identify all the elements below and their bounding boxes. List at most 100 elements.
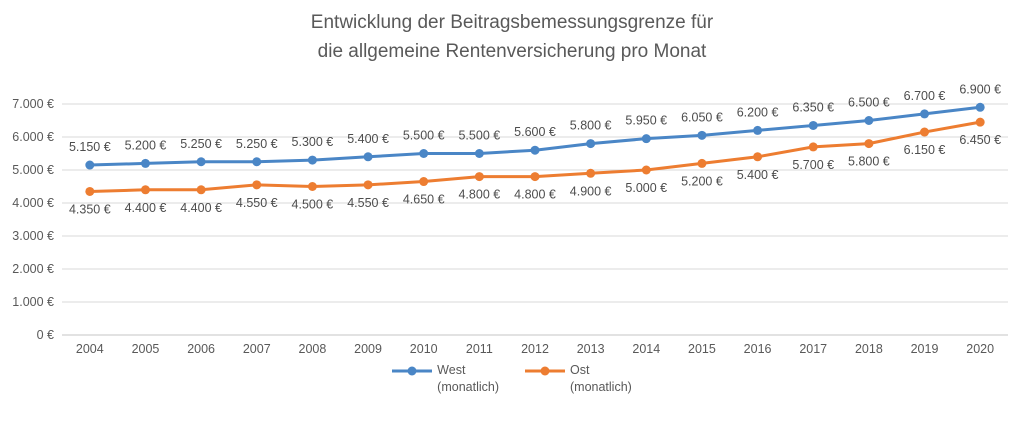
data-point [697, 158, 707, 168]
y-tick-label: 2.000 € [12, 262, 54, 276]
data-label: 4.500 € [292, 198, 334, 212]
x-tick-label: 2020 [966, 342, 994, 356]
data-point [864, 139, 874, 149]
data-label: 4.800 € [458, 188, 500, 202]
x-tick-label: 2007 [243, 342, 271, 356]
data-point [864, 116, 874, 125]
y-tick-label: 3.000 € [12, 229, 54, 243]
data-label: 4.900 € [570, 184, 612, 198]
data-point [474, 149, 484, 158]
data-point [85, 160, 95, 170]
data-point [307, 155, 317, 165]
x-tick-label: 2009 [354, 342, 382, 356]
data-point [753, 125, 763, 135]
data-point [641, 165, 651, 175]
x-tick-label: 2006 [187, 342, 215, 356]
data-label: 5.250 € [180, 137, 222, 151]
legend-text-west: West (monatlich) [437, 362, 499, 396]
data-label: 6.500 € [848, 96, 890, 110]
legend-label-west: West [437, 363, 466, 377]
data-point [753, 152, 763, 162]
legend-entry-west: West (monatlich) [392, 362, 499, 396]
data-point [975, 117, 985, 127]
x-tick-label: 2011 [466, 342, 493, 356]
data-point [808, 142, 818, 152]
data-label: 6.150 € [904, 143, 946, 157]
data-label: 4.400 € [125, 201, 167, 215]
data-label: 4.550 € [347, 196, 389, 210]
x-tick-label: 2019 [911, 342, 939, 356]
y-tick-label: 7.000 € [12, 97, 54, 111]
data-point [140, 185, 150, 195]
chart-title-line1: Entwicklung der Beitragsbemessungsgrenze… [310, 12, 714, 33]
legend: West (monatlich) Ost (monatlich) [0, 362, 1024, 396]
data-label: 5.400 € [347, 132, 389, 146]
data-label: 6.450 € [959, 133, 1001, 147]
data-point [252, 157, 262, 167]
data-point [697, 130, 707, 140]
x-tick-label: 2008 [299, 342, 327, 356]
data-label: 4.400 € [180, 201, 222, 215]
data-point [975, 102, 985, 112]
data-label: 4.350 € [69, 202, 111, 216]
data-point [363, 180, 373, 190]
data-label: 4.650 € [403, 193, 445, 207]
y-tick-label: 1.000 € [12, 295, 54, 309]
x-tick-label: 2004 [76, 342, 104, 356]
x-tick-label: 2016 [744, 342, 772, 356]
data-point [586, 168, 596, 178]
data-label: 5.500 € [458, 129, 500, 143]
data-point [474, 172, 484, 182]
x-tick-label: 2014 [632, 342, 660, 356]
data-point [920, 127, 930, 137]
legend-sublabel-west: (monatlich) [437, 380, 499, 394]
data-label: 4.800 € [514, 188, 556, 202]
chart-title: Entwicklung der Beitragsbemessungsgrenze… [0, 8, 1024, 66]
data-point [586, 139, 596, 149]
data-label: 6.200 € [737, 105, 779, 119]
data-label: 5.150 € [69, 140, 111, 154]
y-tick-label: 5.000 € [12, 163, 54, 177]
data-label: 5.200 € [681, 174, 723, 188]
data-label: 5.500 € [403, 129, 445, 143]
data-label: 5.000 € [625, 181, 667, 195]
data-label: 5.300 € [292, 135, 334, 149]
legend-text-ost: Ost (monatlich) [570, 362, 632, 396]
data-label: 5.250 € [236, 137, 278, 151]
data-point [85, 186, 95, 196]
y-tick-label: 0 € [37, 328, 54, 342]
data-point [530, 145, 540, 155]
data-point [140, 158, 150, 168]
data-label: 5.800 € [848, 155, 890, 169]
data-point [196, 185, 206, 195]
data-point [307, 182, 317, 191]
x-tick-label: 2015 [688, 342, 716, 356]
data-point [196, 157, 206, 167]
data-label: 6.900 € [959, 82, 1001, 96]
data-point [530, 172, 540, 182]
ost-legend-marker-icon [525, 366, 565, 376]
data-label: 6.350 € [792, 100, 834, 114]
data-label: 6.050 € [681, 110, 723, 124]
data-label: 6.700 € [904, 89, 946, 103]
data-label: 5.200 € [125, 138, 167, 152]
y-tick-label: 4.000 € [12, 196, 54, 210]
data-label: 5.600 € [514, 125, 556, 139]
data-point [808, 120, 818, 130]
data-point [363, 152, 373, 162]
data-label: 5.700 € [792, 158, 834, 172]
west-legend-marker-icon [392, 366, 433, 376]
data-point [419, 149, 429, 158]
y-tick-label: 6.000 € [12, 130, 54, 144]
data-point [252, 180, 262, 190]
legend-sublabel-ost: (monatlich) [570, 380, 632, 394]
chart-title-line2: die allgemeine Rentenversicherung pro Mo… [317, 41, 707, 62]
data-point [920, 109, 930, 119]
data-point [419, 177, 429, 187]
data-label: 5.950 € [625, 114, 667, 128]
data-label: 5.800 € [570, 119, 612, 133]
data-label: 4.550 € [236, 196, 278, 210]
data-label: 5.400 € [737, 168, 779, 182]
